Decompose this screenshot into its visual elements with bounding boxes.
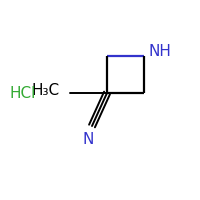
Text: N: N bbox=[82, 132, 94, 148]
Text: H₃C: H₃C bbox=[32, 83, 60, 98]
Text: NH: NH bbox=[149, 44, 172, 58]
Text: HCl: HCl bbox=[10, 86, 36, 100]
